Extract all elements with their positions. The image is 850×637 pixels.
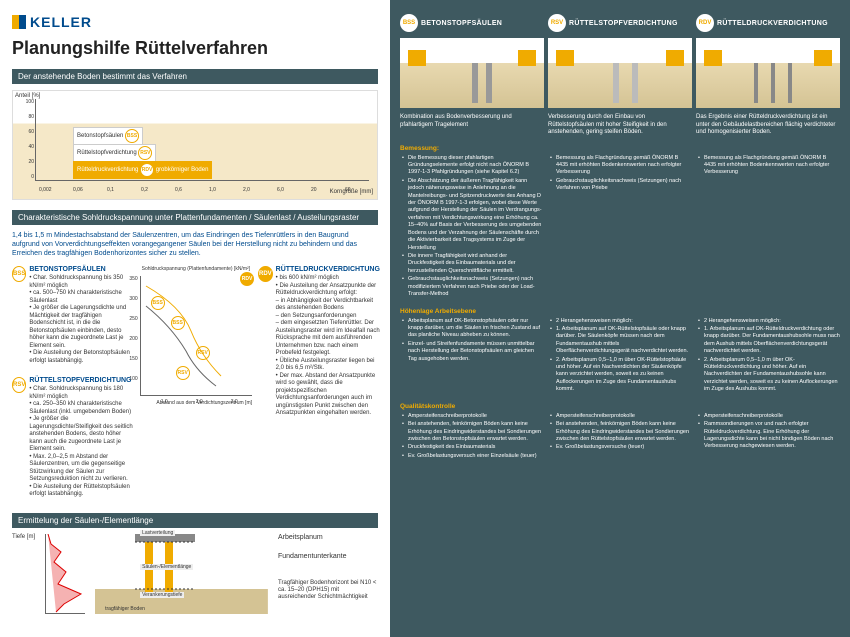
section1-title: Der anstehende Boden bestimmt das Verfah… bbox=[12, 69, 378, 84]
badge-rsv-r: RSV bbox=[548, 14, 566, 32]
qk-section: Qualitätskontrolle Ampersteifenschreiber… bbox=[400, 403, 840, 462]
left-panel: KELLER Planungshilfe Rüttelverfahren Der… bbox=[0, 0, 390, 637]
depth-chart: Tiefe [m] Lastverteilung Säulen-/Element… bbox=[12, 534, 378, 614]
badge-rsv: RSV bbox=[12, 377, 26, 393]
section2-body: BSSBETONSTOPFSÄULEN• Char. Sohldruckspan… bbox=[12, 266, 378, 505]
right-panel: BSSBETONSTOPFSÄULEN RSVRÜTTELSTOPFVERDIC… bbox=[390, 0, 850, 637]
right-header: BSSBETONSTOPFSÄULEN RSVRÜTTELSTOPFVERDIC… bbox=[400, 14, 840, 32]
bemessung-section: Bemessung: Die Bemessung dieser pfahlart… bbox=[400, 145, 840, 300]
section2-title: Charakteristische Sohldruckspannung unte… bbox=[12, 210, 378, 225]
badge-bss-r: BSS bbox=[400, 14, 418, 32]
illustrations bbox=[400, 38, 840, 108]
section2-intro: 1,4 bis 1,5 m Mindestachsabstand der Säu… bbox=[12, 231, 378, 258]
page-title: Planungshilfe Rüttelverfahren bbox=[12, 38, 378, 59]
section3-title: Ermittelung der Säulen-/Elementlänge bbox=[12, 513, 378, 528]
layer-rsv: Rüttelstopfverdichtung RSV bbox=[73, 144, 156, 162]
badge-rdv: RDV bbox=[258, 266, 273, 282]
captions: Kombination aus Bodenverbesserung und pf… bbox=[400, 114, 840, 145]
chart1: Anteil [%] Betonstopfsäulen BSS Rüttelst… bbox=[12, 90, 378, 200]
logo-mark bbox=[12, 15, 26, 29]
logo-text: KELLER bbox=[30, 14, 92, 30]
arbeitsebene-section: Höhenlage Arbeitsebene Arbeitsplanum auf… bbox=[400, 308, 840, 395]
layer-rdv: Rütteldruckverdichtung RDV grobkörniger … bbox=[73, 161, 212, 179]
badge-bss: BSS bbox=[12, 266, 26, 282]
logo: KELLER bbox=[12, 14, 378, 30]
layer-bss: Betonstopfsäulen BSS bbox=[73, 127, 143, 145]
badge-rdv-r: RDV bbox=[696, 14, 714, 32]
chart2: RDV BSS RSV BSS RSV 3503002502001501001,… bbox=[140, 276, 252, 396]
